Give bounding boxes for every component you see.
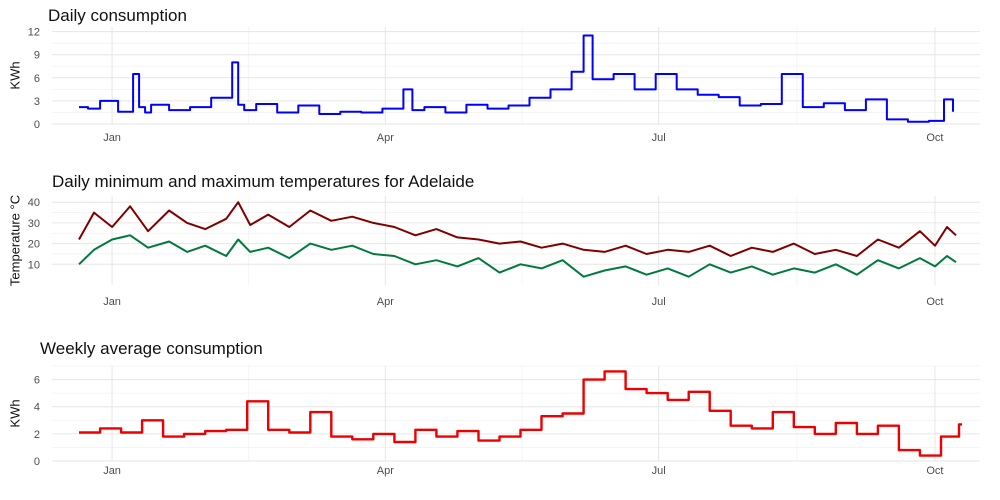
x-tick-label: Oct — [926, 296, 943, 308]
y-tick-label: 3 — [34, 96, 40, 108]
chart-title: Weekly average consumption — [40, 339, 263, 358]
x-tick-label: Apr — [377, 296, 394, 308]
x-tick-label: Jul — [652, 296, 666, 308]
x-tick-label: Jan — [103, 132, 121, 144]
y-tick-label: 0 — [34, 119, 40, 131]
y-tick-label: 12 — [28, 27, 40, 39]
y-tick-label: 6 — [34, 73, 40, 85]
x-tick-label: Jan — [103, 465, 121, 477]
y-tick-label: 9 — [34, 50, 40, 62]
grid — [52, 365, 980, 462]
y-tick-label: 10 — [28, 259, 40, 271]
chart-title: Daily minimum and maximum temperatures f… — [52, 172, 475, 191]
series-line-1 — [78, 201, 957, 257]
y-tick-label: 0 — [34, 456, 40, 468]
x-tick-label: Apr — [377, 465, 394, 477]
chart-title: Daily consumption — [48, 6, 187, 25]
x-tick-label: Jan — [103, 296, 121, 308]
panel-daily-consumption: Daily consumption 0 3 6 9 12 Jan Apr Jul Oct KWh — [0, 0, 1000, 150]
x-tick-label: Oct — [926, 465, 943, 477]
x-tick-label: Oct — [926, 132, 943, 144]
y-tick-label: 20 — [28, 239, 40, 251]
y-tick-label: 6 — [34, 375, 40, 387]
y-tick-label: 30 — [28, 218, 40, 230]
y-tick-label: 4 — [34, 402, 40, 414]
grid — [52, 27, 980, 125]
x-tick-label: Jul — [652, 132, 666, 144]
x-tick-label: Apr — [377, 132, 394, 144]
y-axis-title: KWh — [7, 399, 22, 427]
daily-consumption-chart: 0 3 6 9 12 Jan Apr Jul Oct KWh — [7, 27, 980, 144]
x-tick-label: Jul — [652, 465, 666, 477]
grid — [52, 196, 980, 285]
series-line-2 — [78, 234, 957, 278]
y-tick-label: 2 — [34, 429, 40, 441]
y-axis-title: Temperature °C — [7, 195, 22, 286]
y-axis-title: KWh — [7, 61, 22, 89]
series-line-1 — [79, 370, 962, 457]
y-tick-label: 40 — [28, 197, 40, 209]
series-line-1 — [79, 34, 954, 123]
